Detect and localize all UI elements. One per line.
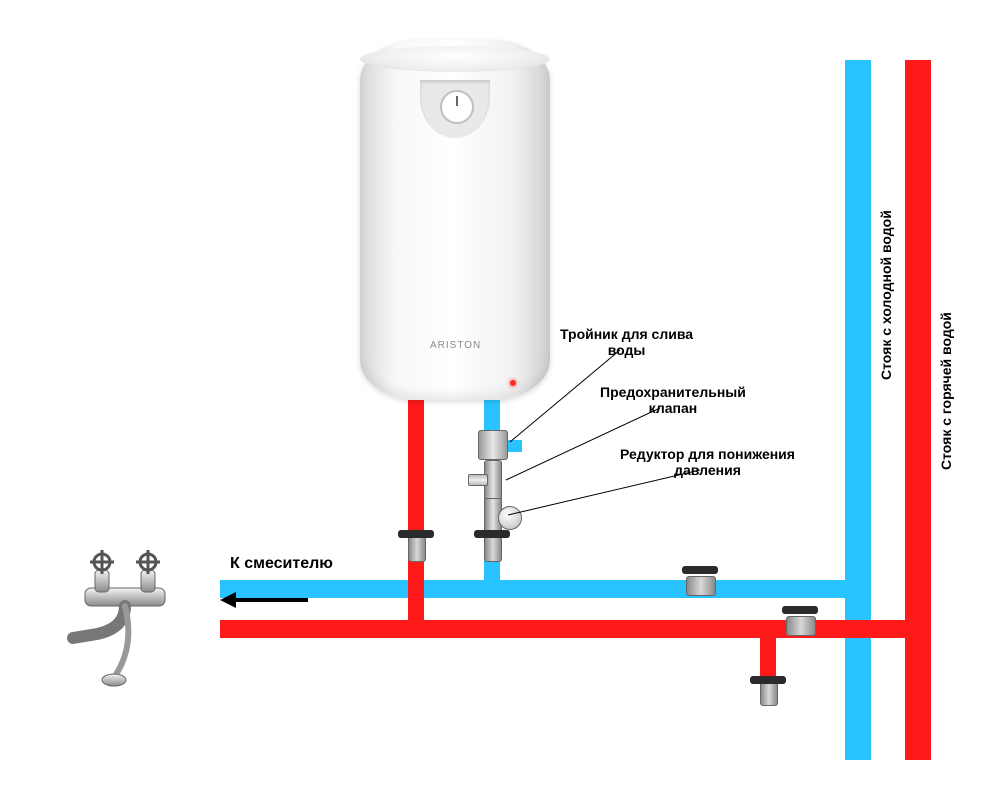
to-mixer-label: К смесителю <box>230 555 333 573</box>
leader-lines <box>0 0 1000 800</box>
tee-label: Тройник для слива воды <box>560 326 693 358</box>
hot-riser-label: Стояк с горячей водой <box>938 170 954 470</box>
reducer-label: Редуктор для понижения давления <box>620 446 795 478</box>
cold-riser-label: Стояк с холодной водой <box>878 80 894 380</box>
safety-valve-label: Предохранительный клапан <box>600 384 746 416</box>
diagram-stage: ARISTON <box>0 0 1000 800</box>
